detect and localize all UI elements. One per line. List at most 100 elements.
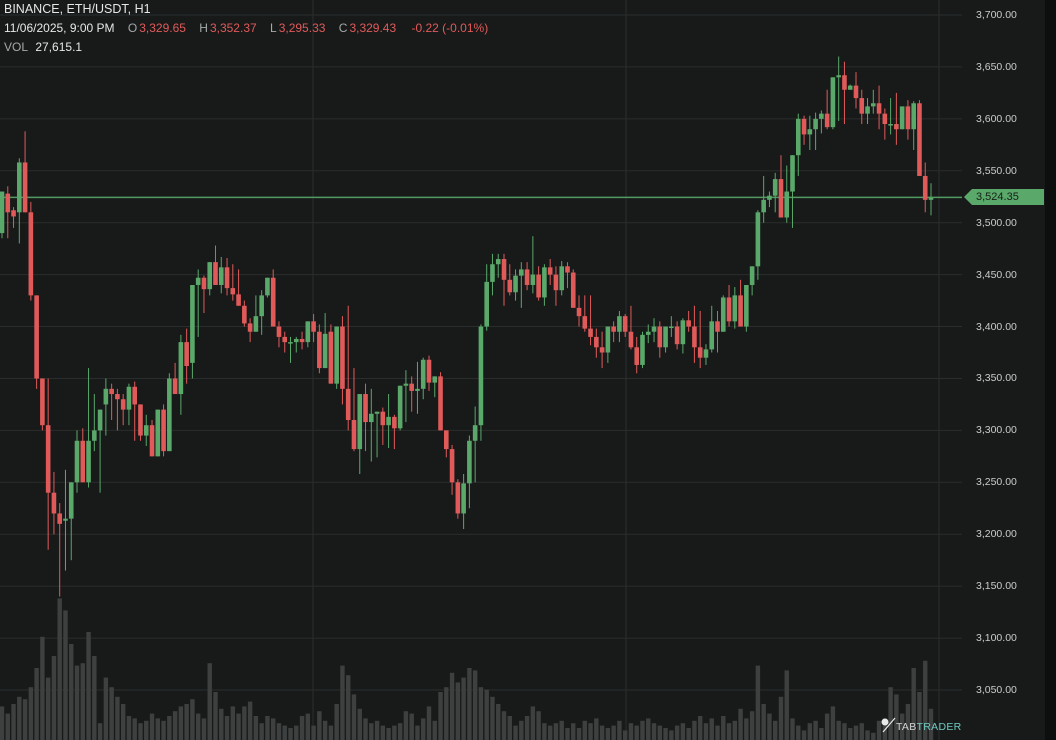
candle-body[interactable] (40, 378, 45, 426)
candle-body[interactable] (178, 342, 184, 395)
candle-body[interactable] (363, 394, 368, 423)
candle-body[interactable] (415, 388, 420, 391)
candle-body[interactable] (622, 316, 628, 332)
candle-body[interactable] (594, 336, 599, 348)
candle-body[interactable] (461, 483, 466, 514)
candle-body[interactable] (513, 275, 518, 293)
candle-body[interactable] (524, 269, 530, 285)
candle-body[interactable] (501, 259, 507, 280)
candle-body[interactable] (184, 342, 189, 366)
candle-body[interactable] (242, 305, 247, 324)
candle-body[interactable] (74, 440, 80, 483)
candle-body[interactable] (836, 75, 841, 78)
candle-body[interactable] (149, 425, 155, 457)
candle-body[interactable] (645, 331, 651, 335)
candle-body[interactable] (155, 409, 161, 457)
candle-body[interactable] (570, 272, 576, 308)
candle-body[interactable] (611, 326, 616, 332)
candle-body[interactable] (790, 155, 795, 192)
candle-body[interactable] (703, 349, 709, 358)
candle-body[interactable] (507, 279, 513, 293)
candle-body[interactable] (51, 492, 57, 514)
candle-body[interactable] (345, 388, 351, 420)
candle-body[interactable] (726, 297, 732, 322)
candle-body[interactable] (386, 416, 391, 426)
candle-body[interactable] (455, 482, 461, 514)
candle-body[interactable] (357, 394, 363, 450)
candle-body[interactable] (247, 323, 253, 332)
candle-body[interactable] (368, 413, 374, 423)
candle-body[interactable] (270, 277, 276, 327)
candle-body[interactable] (213, 262, 218, 285)
candle-body[interactable] (824, 113, 830, 128)
candle-body[interactable] (674, 326, 680, 345)
candle-body[interactable] (172, 378, 178, 395)
candle-body[interactable] (749, 266, 755, 285)
candle-body[interactable] (536, 274, 541, 298)
candle-body[interactable] (484, 281, 489, 327)
candle-body[interactable] (288, 342, 293, 344)
candle-body[interactable] (732, 295, 738, 322)
candle-body[interactable] (657, 326, 663, 348)
candle-body[interactable] (195, 277, 201, 285)
candle-body[interactable] (438, 376, 443, 431)
candle-body[interactable] (374, 411, 380, 414)
candle-body[interactable] (397, 385, 403, 429)
candle-body[interactable] (634, 347, 640, 365)
candle-body[interactable] (807, 129, 813, 135)
candle-body[interactable] (340, 326, 345, 389)
candle-body[interactable] (92, 430, 97, 441)
candle-body[interactable] (842, 75, 847, 90)
candle-body[interactable] (542, 267, 547, 298)
candle-body[interactable] (888, 124, 893, 126)
candle-body[interactable] (588, 328, 593, 337)
candle-body[interactable] (444, 430, 449, 450)
candle-body[interactable] (11, 210, 16, 217)
candle-body[interactable] (293, 339, 299, 343)
candle-body[interactable] (547, 267, 553, 275)
candle-body[interactable] (109, 388, 114, 395)
candle-body[interactable] (559, 266, 565, 291)
candle-body[interactable] (599, 347, 605, 353)
candle-body[interactable] (755, 212, 761, 267)
candle-body[interactable] (795, 118, 801, 156)
candle-body[interactable] (22, 162, 28, 213)
candle-body[interactable] (911, 103, 916, 130)
candle-body[interactable] (686, 320, 691, 327)
candle-body[interactable] (253, 316, 259, 332)
candle-body[interactable] (467, 440, 472, 484)
candle-body[interactable] (143, 425, 149, 436)
candle-body[interactable] (582, 316, 588, 329)
candle-body[interactable] (738, 295, 743, 327)
candle-body[interactable] (45, 425, 51, 493)
candle-body[interactable] (715, 321, 720, 332)
candle-body[interactable] (478, 326, 484, 426)
candle-body[interactable] (218, 267, 224, 285)
candle-body[interactable] (894, 124, 899, 130)
candle-body[interactable] (305, 321, 311, 343)
candle-body[interactable] (0, 191, 5, 234)
candle-body[interactable] (565, 266, 570, 273)
candle-body[interactable] (5, 193, 11, 213)
candle-body[interactable] (426, 359, 432, 383)
candle-body[interactable] (167, 378, 172, 452)
candle-body[interactable] (640, 334, 645, 365)
candle-body[interactable] (403, 383, 409, 386)
candle-body[interactable] (409, 383, 414, 391)
candle-body[interactable] (230, 288, 236, 295)
candle-body[interactable] (876, 103, 882, 114)
candle-body[interactable] (853, 85, 859, 99)
candle-body[interactable] (617, 316, 622, 332)
candle-body[interactable] (392, 416, 397, 429)
candle-body[interactable] (236, 294, 241, 306)
candle-body[interactable] (761, 199, 766, 213)
candle-body[interactable] (605, 326, 611, 353)
candle-body[interactable] (495, 259, 501, 265)
candle-body[interactable] (201, 277, 207, 290)
candle-body[interactable] (86, 440, 91, 483)
candle-body[interactable] (115, 394, 120, 400)
candle-body[interactable] (328, 331, 334, 384)
candle-body[interactable] (553, 274, 559, 291)
candle-body[interactable] (576, 307, 582, 317)
